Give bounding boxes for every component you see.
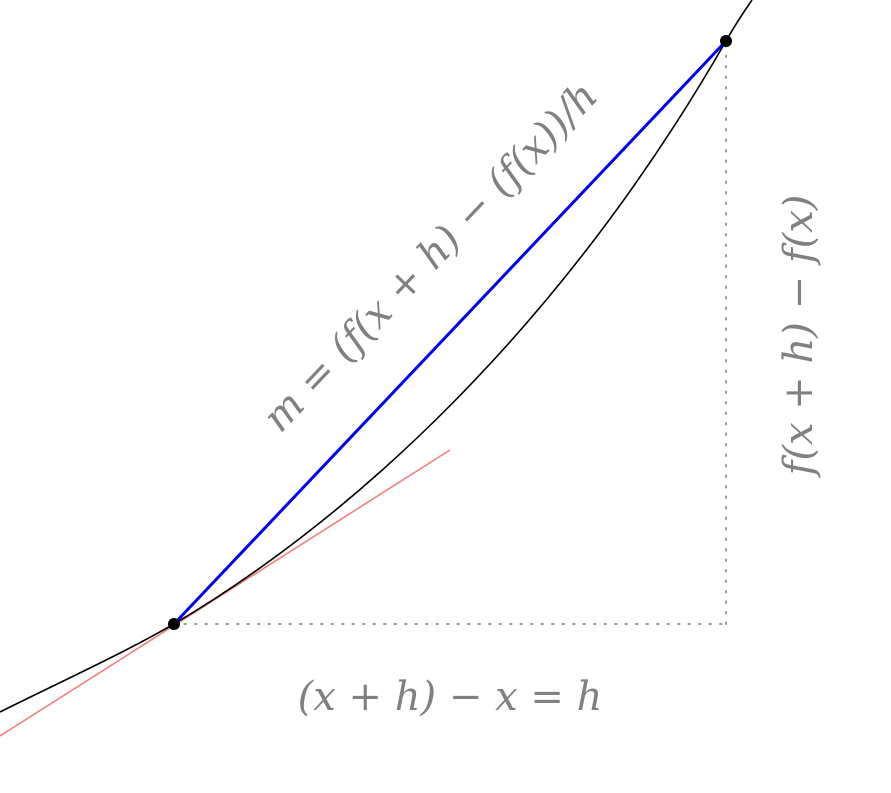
rise-label: f(x + h) − f(x) [776, 195, 822, 479]
secant-line [172, 39, 728, 626]
point-x-plus-h [720, 35, 732, 47]
slope-label: m = (f(x + h) − (f(x))/h [254, 73, 607, 441]
point-x [168, 618, 180, 630]
function-curve [0, 0, 753, 713]
run-label: (x + h) − x = h [298, 674, 603, 720]
